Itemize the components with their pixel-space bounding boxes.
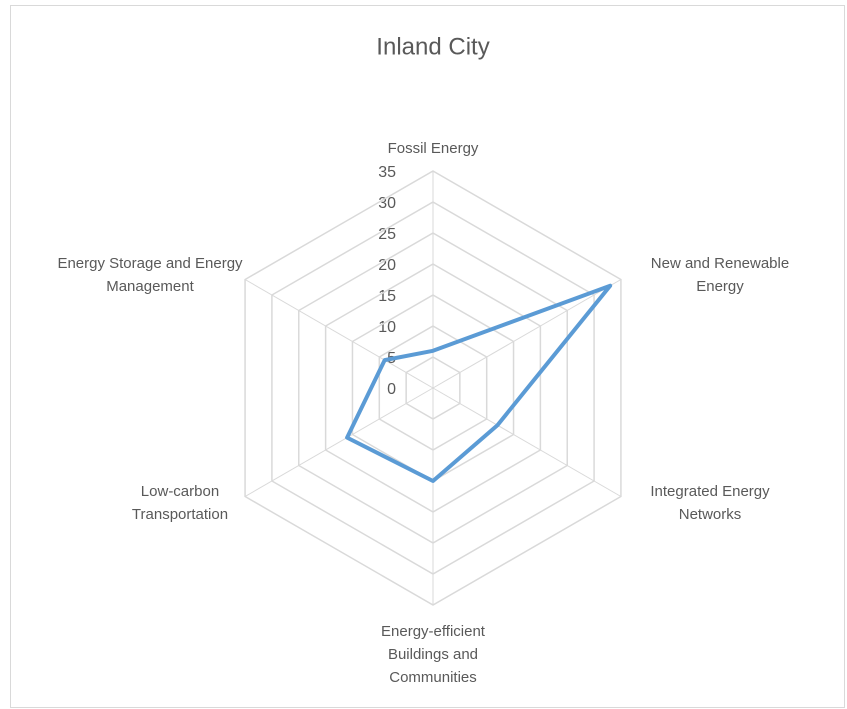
chart-frame xyxy=(10,5,845,708)
radar-line xyxy=(345,283,613,483)
axis-spoke xyxy=(432,279,622,389)
grid-ring xyxy=(405,356,461,420)
category-label: Energy Storage and Energy Management xyxy=(57,255,243,295)
axis-spoke xyxy=(244,279,434,389)
axis-spoke xyxy=(244,387,434,497)
category-label: New and Renewable Energy xyxy=(650,255,790,295)
grid-ring xyxy=(324,263,542,513)
grid-ring xyxy=(271,201,595,575)
y-tick-label: 0 xyxy=(387,381,396,398)
axis-spoke xyxy=(432,387,622,497)
y-tick-label: 35 xyxy=(378,164,396,181)
category-label: Low-carbon Transportation xyxy=(131,483,229,523)
category-label: Fossil Energy xyxy=(387,140,479,157)
grid-ring xyxy=(244,170,622,606)
grid-ring xyxy=(378,325,488,451)
category-label: Integrated Energy Networks xyxy=(650,483,770,523)
grid-ring xyxy=(298,232,568,544)
category-label: Energy-efficient Buildings and Communiti… xyxy=(381,623,485,686)
chart-title: Inland City xyxy=(376,33,489,60)
